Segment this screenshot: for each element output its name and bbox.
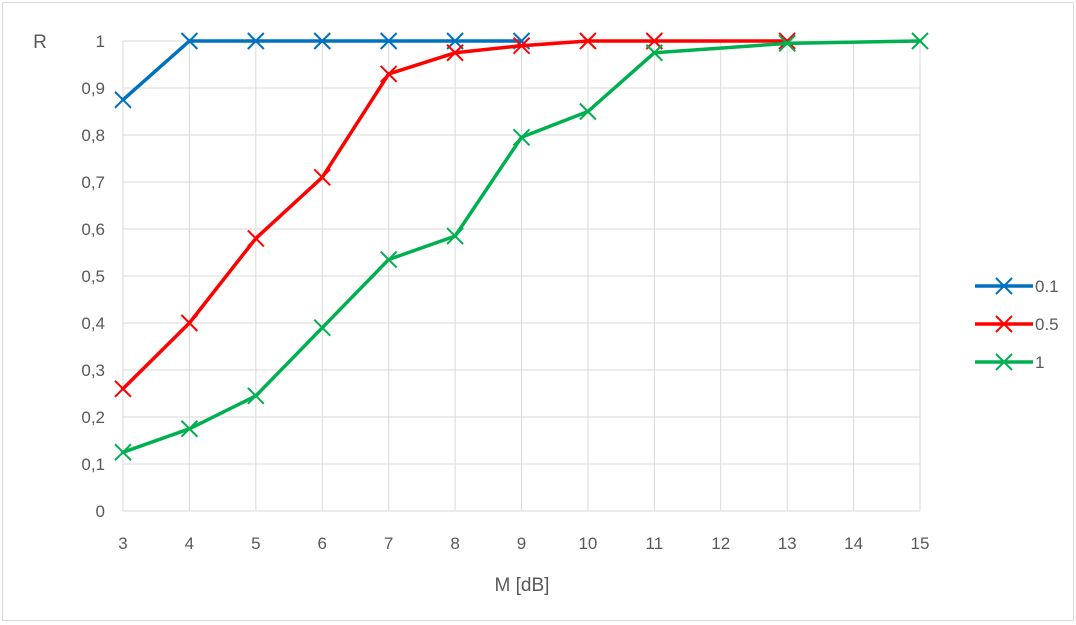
data-point-marker	[379, 250, 398, 269]
x-tick-label: 5	[251, 534, 260, 553]
data-point-marker	[379, 65, 398, 83]
legend-item: 0.5	[975, 315, 1059, 334]
x-tick-label: 10	[578, 534, 597, 553]
data-point-marker	[114, 91, 132, 109]
series-1	[114, 32, 929, 461]
y-tick-label: 0,1	[81, 455, 105, 474]
series-lines	[114, 32, 929, 461]
x-tick-label: 12	[711, 534, 730, 553]
data-point-marker	[778, 34, 796, 53]
data-point-marker	[180, 32, 199, 50]
data-point-marker	[180, 420, 199, 438]
data-point-marker	[180, 314, 199, 332]
data-point-marker	[114, 380, 132, 398]
x-tick-label: 3	[118, 534, 127, 553]
y-tick-label: 1	[96, 32, 105, 51]
x-tick-label: 4	[185, 534, 194, 553]
y-tick-label: 0,6	[81, 220, 105, 239]
legend-item: 0.1	[975, 277, 1059, 296]
y-tick-label: 0,5	[81, 267, 105, 286]
data-point-marker	[579, 32, 597, 50]
data-point-marker	[512, 128, 531, 147]
y-tick-label: 0,8	[81, 126, 105, 145]
legend-label: 0.1	[1035, 277, 1059, 296]
data-point-marker	[446, 227, 464, 245]
x-tick-label: 8	[450, 534, 459, 553]
data-point-marker	[247, 387, 265, 405]
data-point-marker	[446, 44, 464, 62]
series-0.5	[114, 32, 796, 398]
y-tick-label: 0,4	[81, 314, 105, 333]
data-point-marker	[512, 36, 531, 55]
data-point-marker	[313, 168, 331, 187]
data-point-marker	[313, 32, 331, 50]
x-tick-label: 7	[384, 534, 393, 553]
legend-marker	[995, 277, 1013, 295]
data-point-marker	[114, 443, 132, 461]
legend-marker	[995, 353, 1013, 371]
legend-label: 1	[1035, 353, 1044, 372]
y-axis-tick-labels: 0 0,1 0,2 0,3 0,4 0,5 0,6 0,7 0,8 0,9 1	[81, 32, 105, 521]
legend-label: 0.5	[1035, 315, 1059, 334]
x-axis-title: M [dB]	[495, 575, 550, 596]
x-tick-label: 11	[646, 534, 664, 553]
legend-marker	[995, 315, 1013, 333]
data-point-marker	[645, 44, 664, 62]
legend: 0.1 0.5 1	[975, 277, 1059, 372]
y-tick-label: 0,2	[81, 408, 105, 427]
y-tick-label: 0,7	[81, 173, 105, 192]
x-tick-label: 15	[911, 534, 930, 553]
y-axis-title: R	[33, 32, 47, 53]
y-tick-label: 0,9	[81, 79, 105, 98]
data-point-marker	[379, 32, 398, 50]
x-tick-label: 9	[517, 534, 526, 553]
line-chart: 0 0,1 0,2 0,3 0,4 0,5 0,6 0,7 0,8 0,9 1 3 4 5 6 7 8 9 10 1…	[33, 32, 1059, 596]
x-axis-tick-labels: 3 4 5 6 7 8 9 10 11 12 13 14 15	[118, 534, 929, 553]
x-tick-label: 6	[318, 534, 327, 553]
y-tick-label: 0,3	[81, 361, 105, 380]
data-point-marker	[778, 32, 796, 50]
x-tick-label: 14	[844, 534, 863, 553]
x-tick-label: 13	[778, 534, 797, 553]
series-line	[121, 39, 789, 391]
data-point-marker	[911, 32, 929, 50]
gridlines	[122, 40, 921, 512]
legend-item: 1	[975, 353, 1044, 372]
data-point-marker	[313, 318, 331, 337]
data-point-marker	[247, 32, 265, 50]
y-tick-label: 0	[96, 502, 105, 521]
data-point-marker	[579, 102, 597, 121]
data-point-marker	[247, 229, 265, 248]
